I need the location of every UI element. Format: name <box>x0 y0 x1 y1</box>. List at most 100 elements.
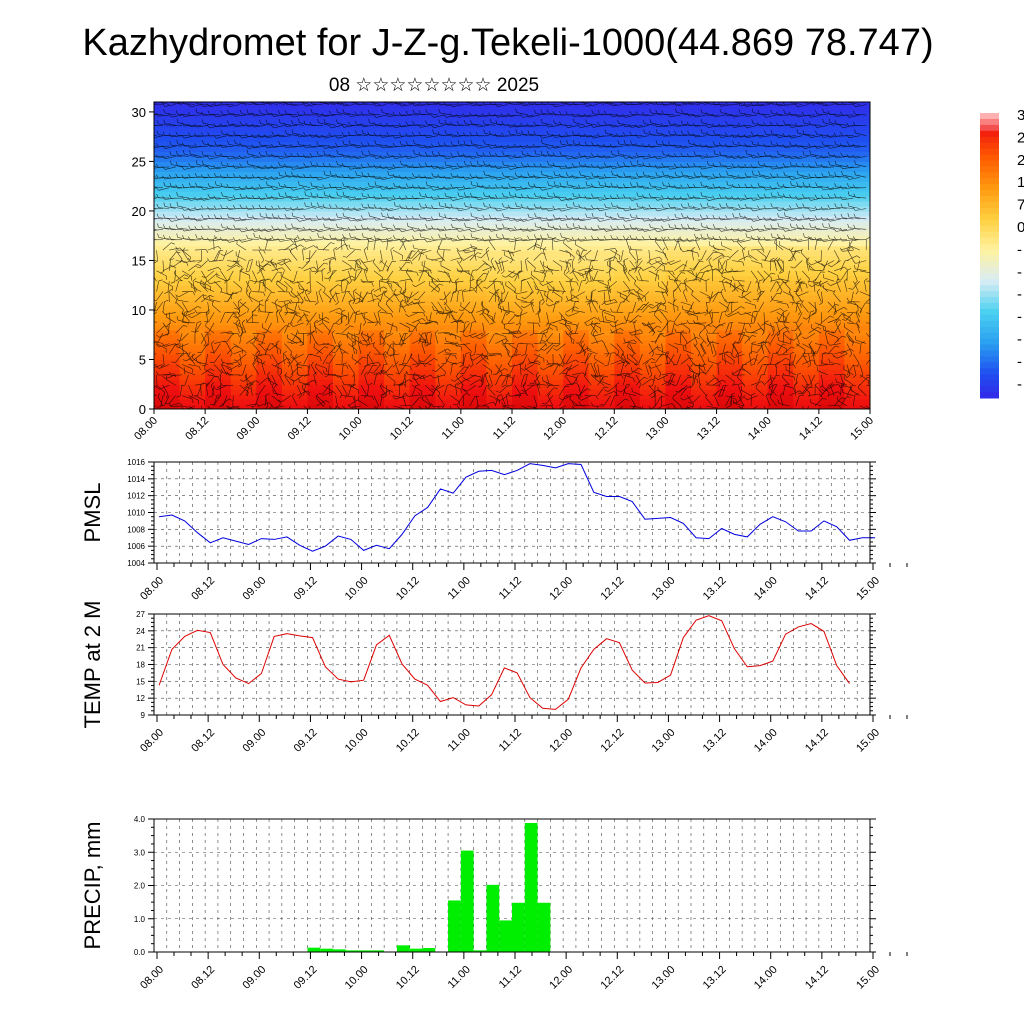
wind-barb <box>166 379 176 386</box>
wind-barb <box>279 239 291 242</box>
wind-barb-flag <box>176 151 178 155</box>
wind-barb-flag <box>260 267 264 272</box>
heatmap-cell <box>754 399 769 405</box>
heatmap-cell <box>435 260 449 266</box>
heatmap-cell <box>281 136 296 143</box>
heatmap-cell <box>409 349 424 356</box>
heatmap-cell <box>499 260 513 266</box>
wind-barb-flag <box>205 312 210 316</box>
heatmap-cell <box>333 201 347 207</box>
heatmap-cell <box>652 404 667 409</box>
wind-barb <box>239 301 249 309</box>
heatmap-cell <box>550 201 564 207</box>
heatmap-cell <box>371 201 385 207</box>
wind-barb <box>201 280 211 288</box>
heatmap-cell <box>499 166 513 172</box>
heatmap-cell <box>793 265 807 271</box>
heatmap-cell <box>678 379 692 385</box>
heatmap-cell <box>422 265 436 271</box>
heatmap-cell <box>575 329 590 336</box>
wind-barb <box>169 251 177 261</box>
heatmap-cell <box>767 136 782 143</box>
heatmap-cell <box>627 106 641 113</box>
heatmap-cell <box>754 384 769 390</box>
heatmap-cell <box>205 230 219 237</box>
heatmap-cell <box>537 305 551 311</box>
heatmap-cell <box>729 186 743 192</box>
heatmap-cell <box>806 389 820 395</box>
heatmap-cell <box>486 339 500 346</box>
heatmap-cell <box>767 349 782 356</box>
heatmap-cell <box>358 290 372 296</box>
heatmap-cell <box>678 339 692 346</box>
heatmap-cell <box>320 329 334 336</box>
wind-barb <box>233 405 243 409</box>
heatmap-cell <box>217 225 232 232</box>
wind-barb <box>286 237 298 240</box>
heatmap-cell <box>243 389 257 395</box>
wind-barb <box>205 270 215 279</box>
wind-barb-flag <box>254 280 258 285</box>
heatmap-cell <box>639 300 654 306</box>
heatmap-cell <box>512 196 526 202</box>
wind-barb-flag <box>207 142 210 147</box>
heatmap-cell <box>818 300 833 306</box>
wind-barb-flag <box>290 295 295 298</box>
heatmap-cell <box>742 399 756 405</box>
heatmap-cell <box>154 156 168 163</box>
heatmap-cell <box>384 156 398 163</box>
heatmap-cell <box>857 106 870 113</box>
heatmap-cell <box>614 339 628 346</box>
heatmap-cell <box>780 359 794 366</box>
wind-barb-flag <box>307 291 312 295</box>
wind-barb-flag <box>314 319 318 323</box>
heatmap-cell <box>831 235 846 242</box>
heatmap-cell <box>192 220 206 227</box>
heatmap-cell <box>857 384 870 390</box>
heatmap-cell <box>243 235 257 242</box>
heatmap-cell <box>563 151 577 158</box>
wind-barb-flag <box>176 395 181 398</box>
heatmap-cell <box>499 156 513 163</box>
wind-barb <box>169 259 171 271</box>
heatmap-cell <box>678 151 692 158</box>
heatmap-cell <box>665 240 679 247</box>
heatmap-cell <box>166 250 181 257</box>
heatmap-cell <box>537 364 551 370</box>
wind-barb <box>284 353 291 364</box>
heatmap-cell <box>230 374 245 380</box>
heatmap-cell <box>409 201 424 207</box>
heatmap-cell <box>473 205 488 212</box>
heatmap-cell <box>665 399 679 405</box>
heatmap-cell <box>307 126 321 133</box>
wind-barb <box>190 260 202 262</box>
heatmap-cell <box>294 146 309 153</box>
wind-barb-flag <box>195 160 198 165</box>
heatmap-cell <box>639 136 654 143</box>
heatmap-cell <box>205 404 219 409</box>
wind-barb-flag <box>277 133 281 138</box>
heatmap-cell <box>205 176 219 182</box>
heatmap-cell <box>486 106 500 113</box>
heatmap-cell <box>844 374 858 380</box>
heatmap-cell <box>818 354 833 361</box>
heatmap-cell <box>588 354 603 361</box>
heatmap-cell <box>358 384 372 390</box>
heatmap-cell <box>512 379 526 385</box>
wind-barb <box>235 125 247 127</box>
heatmap-cell <box>512 171 526 177</box>
heatmap-cell <box>230 171 245 177</box>
heatmap-cell <box>154 265 168 271</box>
heatmap-cell <box>780 151 794 158</box>
wind-barb-flag <box>213 123 217 127</box>
heatmap-cell <box>844 151 858 158</box>
heatmap-cell <box>818 181 833 187</box>
heatmap-cell <box>806 314 820 321</box>
heatmap-cell <box>448 230 462 237</box>
heatmap-cell <box>716 161 730 167</box>
heatmap-cell <box>575 156 590 163</box>
heatmap-cell <box>179 220 193 227</box>
wind-barb-flag <box>168 174 172 179</box>
wind-barb-flag <box>194 123 198 128</box>
wind-barb-flag <box>286 287 288 292</box>
